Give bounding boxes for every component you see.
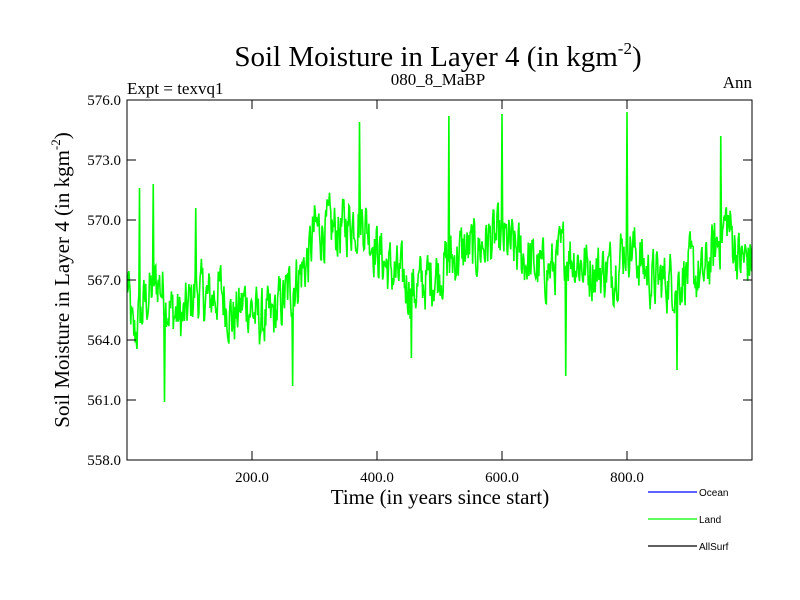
x-tick-label-1: 400.0 xyxy=(360,470,394,486)
y-tick-label-4: 570.0 xyxy=(87,213,121,229)
x-tick-label-0: 200.0 xyxy=(235,470,269,486)
subtitle-right: Ann xyxy=(723,73,753,92)
x-axis-label: Time (in years since start) xyxy=(331,485,550,509)
chart-title: Soil Moisture in Layer 4 (in kgm-2) xyxy=(234,39,641,73)
subtitle-left: Expt = texvq1 xyxy=(127,79,223,98)
y-tick-label-3: 567.0 xyxy=(87,273,121,289)
y-axis: 558.0 561.0 564.0 567.0 570.0 573.0 576.0 xyxy=(87,93,752,469)
legend-label-ocean: Ocean xyxy=(699,488,728,499)
legend-label-land: Land xyxy=(699,515,721,526)
x-tick-label-2: 600.0 xyxy=(485,470,519,486)
y-axis-label-superscript: -2 xyxy=(48,139,63,150)
y-tick-label-0: 558.0 xyxy=(87,453,121,469)
legend-label-allsurf: AllSurf xyxy=(699,542,729,553)
legend: Ocean Land AllSurf xyxy=(648,488,729,553)
y-axis-label-suffix: ) xyxy=(50,132,74,139)
y-tick-label-6: 576.0 xyxy=(87,93,121,109)
subtitle-center: 080_8_MaBP xyxy=(391,70,485,89)
y-axis-label: Soil Moisture in Layer 4 (in kgm-2) xyxy=(48,132,74,427)
x-tick-label-3: 800.0 xyxy=(610,470,644,486)
y-tick-label-2: 564.0 xyxy=(87,333,121,349)
y-tick-label-5: 573.0 xyxy=(87,153,121,169)
chart-title-suffix: ) xyxy=(632,41,642,73)
series-land-line xyxy=(127,111,752,403)
plot-area xyxy=(127,111,752,403)
chart-title-superscript: -2 xyxy=(618,39,632,58)
y-tick-label-1: 561.0 xyxy=(87,393,121,409)
x-axis: 200.0 400.0 600.0 800.0 xyxy=(235,100,644,486)
